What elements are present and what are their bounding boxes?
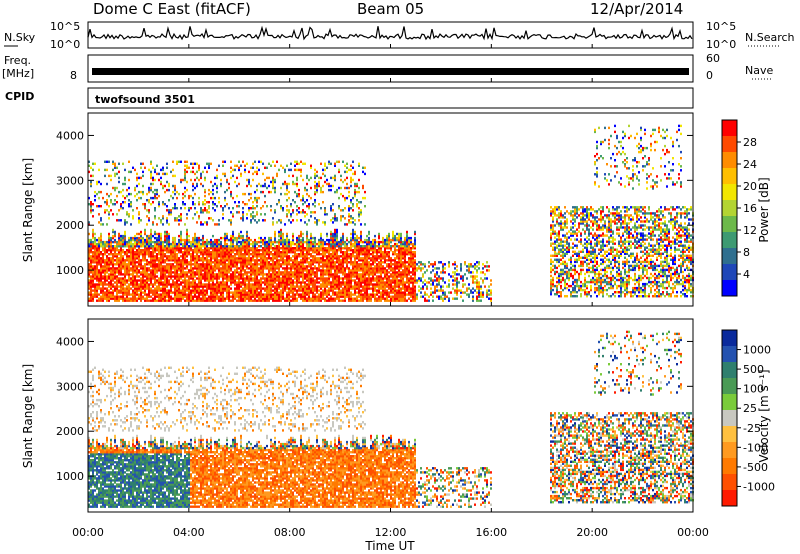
colorbar-tick-label: 1000 xyxy=(743,344,771,357)
colorbar-segment xyxy=(722,120,737,137)
colorbar-tick-label: 500 xyxy=(743,363,764,376)
colorbar-tick-label: 8 xyxy=(743,246,750,259)
noise-tick-right-high: 10^5 xyxy=(706,20,737,33)
x-tick-label: 04:00 xyxy=(173,526,205,539)
x-tick-label: 00:00 xyxy=(72,526,104,539)
colorbar-tick-label: 16 xyxy=(743,202,757,215)
freq-tick-left: 8 xyxy=(70,69,77,82)
colorbar-segment xyxy=(722,458,737,475)
colorbar-tick-label: 24 xyxy=(743,158,757,171)
velocity-colorbar: 1000 500 100 25 -25 -100 -500 -1000 xyxy=(721,329,775,507)
x-tick-label: 08:00 xyxy=(274,526,306,539)
noise-tick-left-high: 10^5 xyxy=(50,20,81,33)
power-y-ticks: 1000 2000 3000 4000 xyxy=(56,129,693,277)
date-title: 12/Apr/2014 xyxy=(590,0,684,18)
colorbar-segment xyxy=(722,490,737,507)
cpid-panel-frame xyxy=(87,87,694,109)
y-tick-label: 1000 xyxy=(56,264,84,277)
x-ticks: 00:00 04:00 08:00 12:00 16:00 20:00 00:00 xyxy=(72,44,709,539)
noise-trace xyxy=(87,25,693,41)
x-tick-label: 12:00 xyxy=(375,526,407,539)
colorbar-tick-label: -500 xyxy=(743,461,768,474)
nsky-label: N.Sky xyxy=(4,31,36,44)
colorbar-segment xyxy=(722,346,737,363)
y-tick-label: 1000 xyxy=(56,470,84,483)
x-tick-label: 16:00 xyxy=(475,526,507,539)
power-ylabel: Slant Range [km] xyxy=(21,158,35,262)
colorbar-segment xyxy=(722,216,737,233)
station-title: Dome C East (fitACF) xyxy=(93,0,251,18)
nave-label: Nave xyxy=(745,64,774,77)
velocity-ylabel: Slant Range [km] xyxy=(21,364,35,468)
noise-tick-right-low: 10^0 xyxy=(706,38,737,51)
colorbar-segment xyxy=(722,168,737,185)
y-tick-label: 3000 xyxy=(56,380,84,393)
y-tick-label: 4000 xyxy=(56,335,84,348)
freq-trace xyxy=(92,68,689,75)
colorbar-segment xyxy=(722,426,737,443)
power-heatmap-cells xyxy=(88,124,694,302)
velocity-y-ticks: 1000 2000 3000 4000 xyxy=(56,335,693,483)
power-colorbar-label: Power [dB] xyxy=(757,177,771,242)
colorbar-tick-label: 12 xyxy=(743,224,757,237)
x-axis-label: Time UT xyxy=(364,539,415,553)
y-tick-label: 3000 xyxy=(56,174,84,187)
y-tick-label: 2000 xyxy=(56,219,84,232)
colorbar-tick-label: -1000 xyxy=(743,480,775,493)
velocity-colorbar-label: Velocity [m s⁻¹] xyxy=(757,369,771,462)
colorbar-segment xyxy=(722,200,737,217)
y-tick-label: 4000 xyxy=(56,129,84,142)
colorbar-tick-label: 4 xyxy=(743,268,750,281)
beam-title: Beam 05 xyxy=(357,0,425,18)
colorbar-segment xyxy=(722,362,737,379)
colorbar-tick-label: -100 xyxy=(743,441,768,454)
cpid-label: CPID xyxy=(5,90,35,103)
colorbar-tick-label: -25 xyxy=(743,422,761,435)
colorbar-segment xyxy=(722,264,737,281)
colorbar-tick-label: 28 xyxy=(743,136,757,149)
colorbar-segment xyxy=(722,442,737,459)
colorbar-segment xyxy=(722,280,737,297)
y-tick-label: 2000 xyxy=(56,425,84,438)
nave-tick-right-high: 60 xyxy=(706,52,720,65)
colorbar-segment xyxy=(722,378,737,395)
power-colorbar: 28 24 20 16 12 8 4 xyxy=(721,119,757,297)
colorbar-segment xyxy=(722,394,737,411)
nsearch-label: N.Search xyxy=(745,31,795,44)
cpid-value: twofsound 3501 xyxy=(95,93,195,106)
colorbar-segment xyxy=(722,136,737,153)
colorbar-segment xyxy=(722,330,737,347)
colorbar-segment xyxy=(722,232,737,249)
colorbar-tick-label: 100 xyxy=(743,383,764,396)
colorbar-segment xyxy=(722,474,737,491)
nave-tick-right-low: 0 xyxy=(706,69,713,82)
freq-unit-label: [MHz] xyxy=(2,67,35,80)
freq-label: Freq. xyxy=(4,54,32,67)
colorbar-segment xyxy=(722,184,737,201)
noise-tick-left-low: 10^0 xyxy=(50,38,81,51)
colorbar-tick-label: 25 xyxy=(743,402,757,415)
colorbar-segment xyxy=(722,410,737,427)
colorbar-segment xyxy=(722,248,737,265)
x-tick-label: 20:00 xyxy=(576,526,608,539)
colorbar-segment xyxy=(722,152,737,169)
velocity-heatmap-cells xyxy=(88,330,694,508)
colorbar-tick-label: 20 xyxy=(743,180,757,193)
x-tick-label: 00:00 xyxy=(677,526,709,539)
